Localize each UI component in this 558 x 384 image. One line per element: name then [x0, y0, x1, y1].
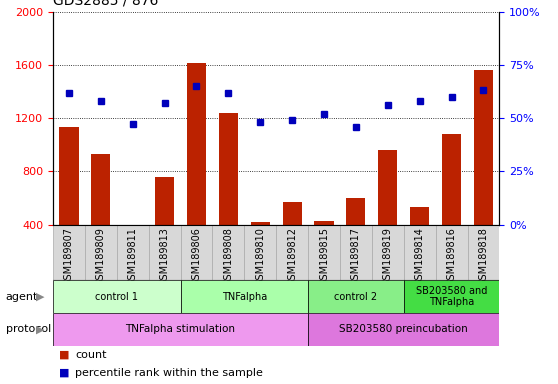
Text: SB203580 preincubation: SB203580 preincubation — [339, 324, 468, 334]
Bar — [282, 202, 302, 278]
FancyBboxPatch shape — [404, 280, 499, 313]
Bar — [92, 154, 110, 278]
Text: ■: ■ — [59, 368, 69, 378]
FancyBboxPatch shape — [308, 313, 499, 346]
Bar — [187, 63, 206, 278]
Text: TNFalpha: TNFalpha — [222, 291, 267, 302]
Bar — [315, 221, 334, 278]
Text: protocol: protocol — [6, 324, 51, 334]
Text: control 1: control 1 — [95, 291, 138, 302]
Bar — [474, 70, 493, 278]
Text: GSM189809: GSM189809 — [96, 227, 106, 286]
FancyBboxPatch shape — [181, 280, 308, 313]
Text: GSM189810: GSM189810 — [255, 227, 265, 286]
FancyBboxPatch shape — [53, 280, 181, 313]
Text: GSM189815: GSM189815 — [319, 227, 329, 286]
Text: GSM189812: GSM189812 — [287, 227, 297, 286]
Bar — [347, 198, 365, 278]
Text: percentile rank within the sample: percentile rank within the sample — [75, 368, 263, 378]
Text: GSM189807: GSM189807 — [64, 227, 74, 286]
FancyBboxPatch shape — [276, 225, 308, 280]
Text: count: count — [75, 350, 107, 360]
Text: GSM189816: GSM189816 — [446, 227, 456, 286]
FancyBboxPatch shape — [308, 280, 404, 313]
Text: GDS2885 / 876: GDS2885 / 876 — [53, 0, 158, 8]
FancyBboxPatch shape — [53, 313, 308, 346]
Bar — [123, 228, 142, 278]
Text: GSM189806: GSM189806 — [191, 227, 201, 286]
FancyBboxPatch shape — [372, 225, 404, 280]
FancyBboxPatch shape — [404, 225, 436, 280]
Bar — [442, 134, 461, 278]
Text: agent: agent — [6, 291, 38, 302]
FancyBboxPatch shape — [308, 225, 340, 280]
Bar — [155, 177, 174, 278]
Bar — [378, 150, 397, 278]
Text: GSM189813: GSM189813 — [160, 227, 170, 286]
Text: GSM189819: GSM189819 — [383, 227, 393, 286]
FancyBboxPatch shape — [181, 225, 213, 280]
FancyBboxPatch shape — [213, 225, 244, 280]
FancyBboxPatch shape — [53, 225, 85, 280]
Text: SB203580 and
TNFalpha: SB203580 and TNFalpha — [416, 286, 487, 308]
Text: GSM189808: GSM189808 — [223, 227, 233, 286]
Text: GSM189817: GSM189817 — [351, 227, 361, 286]
Bar — [410, 207, 429, 278]
FancyBboxPatch shape — [468, 225, 499, 280]
Text: control 2: control 2 — [334, 291, 377, 302]
Text: GSM189818: GSM189818 — [478, 227, 488, 286]
FancyBboxPatch shape — [340, 225, 372, 280]
FancyBboxPatch shape — [244, 225, 276, 280]
Text: GSM189811: GSM189811 — [128, 227, 138, 286]
FancyBboxPatch shape — [85, 225, 117, 280]
FancyBboxPatch shape — [117, 225, 148, 280]
Bar — [251, 222, 270, 278]
Text: TNFalpha stimulation: TNFalpha stimulation — [126, 324, 235, 334]
Bar — [219, 113, 238, 278]
Bar — [59, 127, 79, 278]
Text: GSM189814: GSM189814 — [415, 227, 425, 286]
FancyBboxPatch shape — [436, 225, 468, 280]
Text: ■: ■ — [59, 350, 69, 360]
Text: ▶: ▶ — [36, 291, 45, 302]
FancyBboxPatch shape — [148, 225, 181, 280]
Text: ▶: ▶ — [36, 324, 45, 334]
